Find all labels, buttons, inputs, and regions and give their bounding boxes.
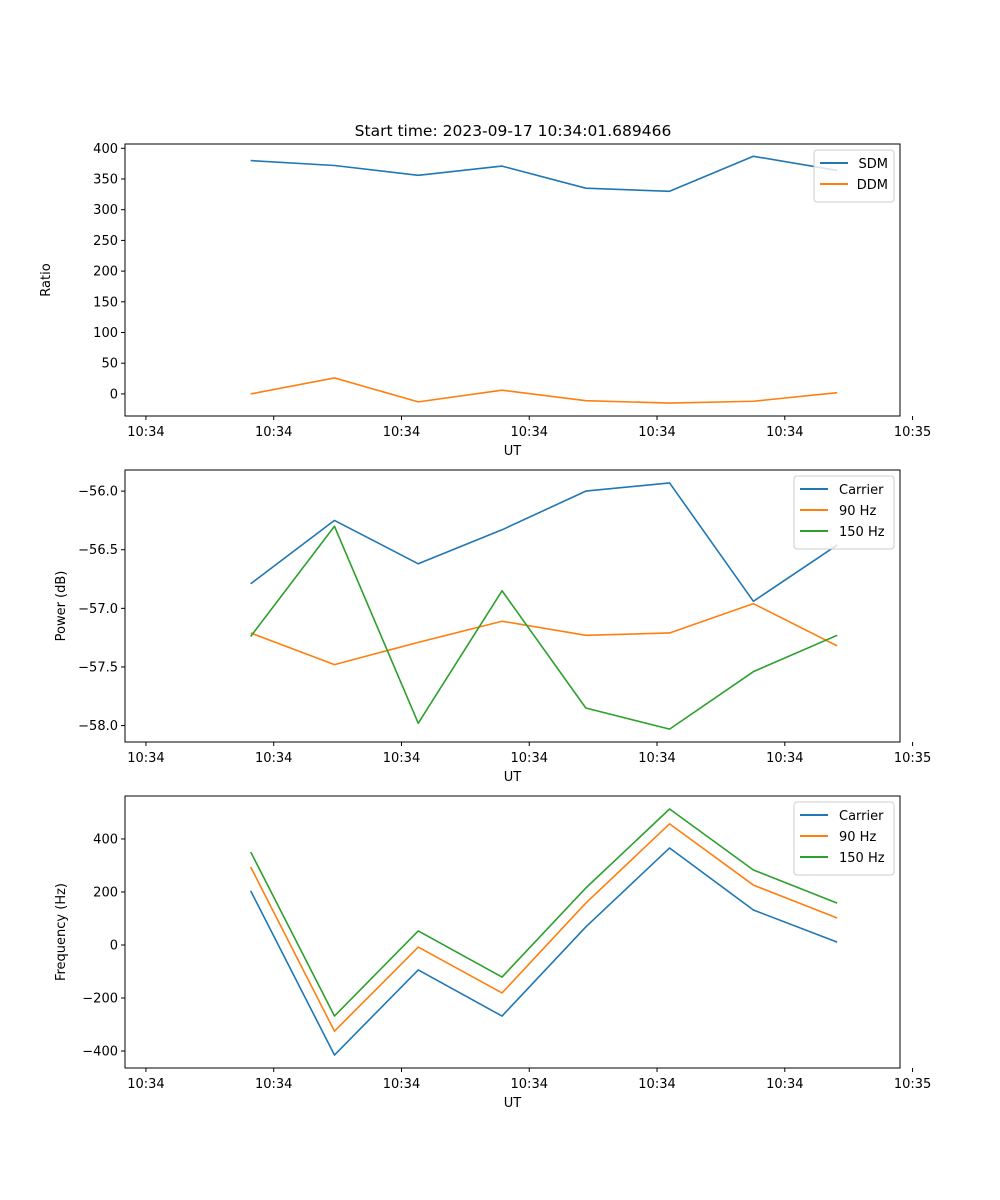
y-tick-label: 100 bbox=[93, 326, 118, 341]
y-tick-label: 300 bbox=[93, 203, 118, 218]
x-tick-label: 10:34 bbox=[383, 751, 420, 766]
x-tick-label: 10:34 bbox=[638, 425, 675, 440]
legend-label: 150 Hz bbox=[839, 851, 885, 866]
legend-label: Carrier bbox=[839, 483, 884, 498]
x-tick-label: 10:34 bbox=[127, 751, 164, 766]
y-tick-label: −57.5 bbox=[78, 660, 118, 675]
x-tick-label: 10:34 bbox=[255, 751, 292, 766]
y-tick-label: −56.0 bbox=[78, 485, 118, 500]
subplot-2: 10:34 10:34 10:34 10:34 10:34 10:34 10:35 −58.0… bbox=[54, 469, 931, 785]
subplot-3: 10:34 10:34 10:34 10:34 10:34 10:34 10:35 −400 −… bbox=[54, 795, 931, 1111]
legend-label: SDM bbox=[859, 157, 888, 172]
legend-label: 90 Hz bbox=[839, 830, 876, 845]
x-tick-label: 10:34 bbox=[383, 425, 420, 440]
x-tick-label: 10:35 bbox=[894, 425, 931, 440]
x-tick-label: 10:35 bbox=[894, 1077, 931, 1092]
series-line-150-hz bbox=[249, 808, 838, 1017]
x-tick-label: 10:34 bbox=[511, 425, 548, 440]
y-tick-label: 350 bbox=[93, 172, 118, 187]
axes-frame bbox=[124, 469, 901, 743]
y-tick-label: −200 bbox=[82, 992, 118, 1007]
legend-label: Carrier bbox=[839, 809, 884, 824]
series-line-150-hz bbox=[250, 525, 838, 730]
series-line-carrier bbox=[250, 482, 838, 603]
subplot-1: 10:34 10:34 10:34 10:34 10:34 10:34 10:35 0 50 10… bbox=[39, 142, 931, 459]
series-line-90-hz bbox=[250, 602, 838, 666]
series-line-sdm bbox=[250, 155, 838, 193]
y-tick-label: 0 bbox=[110, 938, 118, 953]
x-tick-label: 10:34 bbox=[766, 751, 803, 766]
legend: Carrier 90 Hz 150 Hz bbox=[793, 475, 895, 550]
y-axis-label: Ratio bbox=[39, 263, 54, 296]
y-tick-label: 0 bbox=[110, 387, 118, 402]
y-tick-label: 50 bbox=[101, 357, 118, 372]
x-tick-label: 10:34 bbox=[766, 425, 803, 440]
axes-frame bbox=[124, 795, 901, 1069]
legend-label: 150 Hz bbox=[839, 525, 885, 540]
y-tick-label: 250 bbox=[93, 234, 118, 249]
legend-label: 90 Hz bbox=[839, 504, 876, 519]
y-tick-label: −58.0 bbox=[78, 719, 118, 734]
x-tick-label: 10:34 bbox=[255, 425, 292, 440]
x-tick-label: 10:34 bbox=[127, 1077, 164, 1092]
x-tick-label: 10:34 bbox=[511, 1077, 548, 1092]
y-axis-label: Frequency (Hz) bbox=[54, 883, 69, 981]
figure-title: Start time: 2023-09-17 10:34:01.689466 bbox=[355, 122, 672, 140]
y-tick-label: 150 bbox=[93, 295, 118, 310]
y-tick-label: 400 bbox=[93, 142, 118, 157]
x-tick-label: 10:34 bbox=[127, 425, 164, 440]
y-tick-label: 400 bbox=[93, 832, 118, 847]
y-tick-label: −400 bbox=[82, 1045, 118, 1060]
y-tick-label: 200 bbox=[93, 885, 118, 900]
x-tick-label: 10:34 bbox=[638, 751, 675, 766]
legend: Carrier 90 Hz 150 Hz bbox=[793, 801, 895, 876]
x-tick-label: 10:34 bbox=[511, 751, 548, 766]
y-tick-label: −56.5 bbox=[78, 543, 118, 558]
x-tick-label: 10:34 bbox=[383, 1077, 420, 1092]
legend: SDM DDM bbox=[813, 149, 895, 203]
x-axis-label: UT bbox=[504, 770, 522, 785]
series-line-90-hz bbox=[249, 823, 838, 1032]
series-line-carrier bbox=[249, 847, 838, 1056]
x-tick-label: 10:34 bbox=[766, 1077, 803, 1092]
x-axis-label: UT bbox=[504, 444, 522, 459]
legend-label: DDM bbox=[857, 178, 888, 193]
series-line-ddm bbox=[250, 377, 838, 404]
x-tick-label: 10:35 bbox=[894, 751, 931, 766]
y-axis-label: Power (dB) bbox=[54, 571, 69, 642]
x-axis-label: UT bbox=[504, 1096, 522, 1111]
axes-frame bbox=[124, 143, 901, 417]
x-tick-label: 10:34 bbox=[638, 1077, 675, 1092]
y-tick-label: 200 bbox=[93, 265, 118, 280]
x-tick-label: 10:34 bbox=[255, 1077, 292, 1092]
y-tick-label: −57.0 bbox=[78, 602, 118, 617]
